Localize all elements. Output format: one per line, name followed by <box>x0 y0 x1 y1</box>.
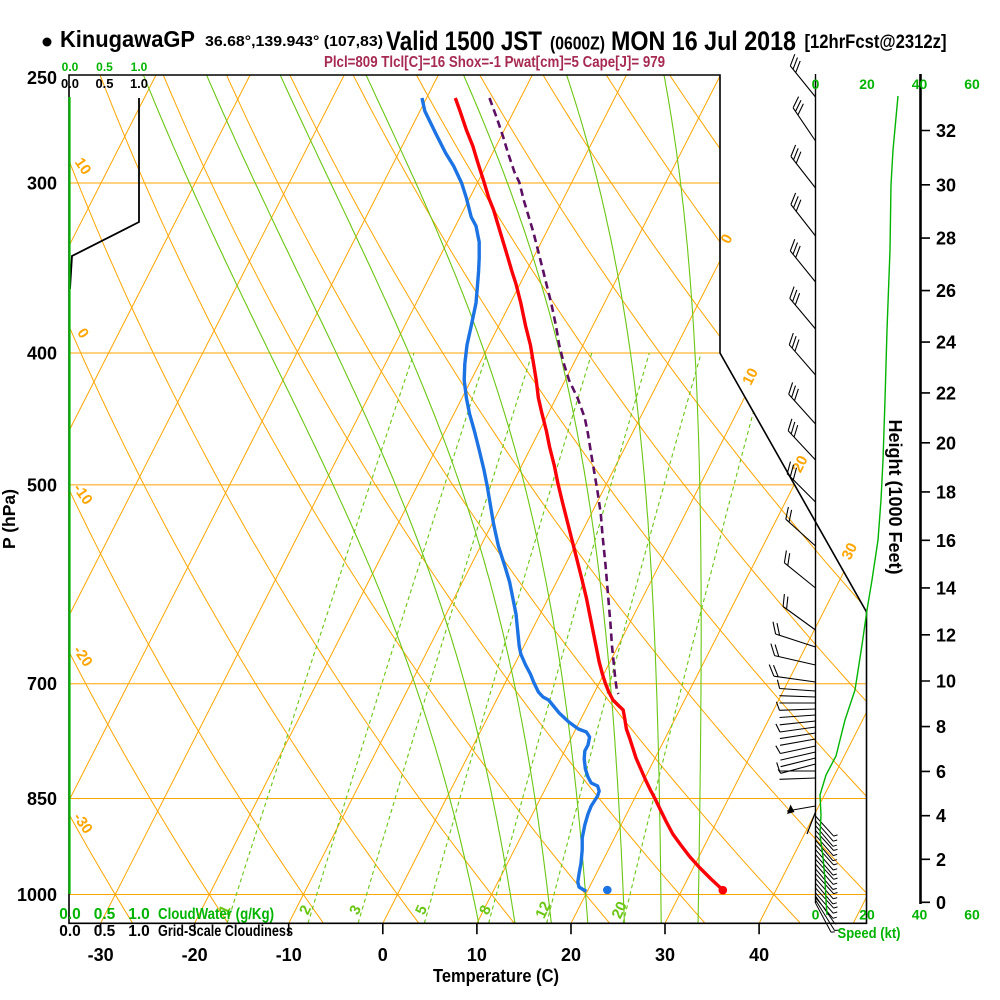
svg-text:Valid 1500 JST: Valid 1500 JST <box>386 26 542 56</box>
svg-text:(0600Z): (0600Z) <box>550 34 605 54</box>
svg-text:2: 2 <box>936 850 946 870</box>
svg-text:22: 22 <box>936 383 956 403</box>
svg-text:KinugawaGP: KinugawaGP <box>60 26 195 52</box>
svg-text:1000: 1000 <box>17 885 57 905</box>
svg-text:Grid-Scale Cloudiness: Grid-Scale Cloudiness <box>158 923 293 940</box>
svg-text:-30: -30 <box>88 945 114 965</box>
svg-text:1.0: 1.0 <box>130 76 148 91</box>
svg-text:0.0: 0.0 <box>59 906 81 923</box>
svg-text:18: 18 <box>936 482 956 502</box>
svg-text:40: 40 <box>749 945 769 965</box>
svg-text:6: 6 <box>936 762 946 782</box>
svg-text:0.0: 0.0 <box>61 76 79 91</box>
svg-text:0: 0 <box>936 893 946 913</box>
svg-text:32: 32 <box>936 121 956 141</box>
svg-text:20: 20 <box>608 899 630 921</box>
svg-text:30: 30 <box>655 945 675 965</box>
svg-text:CloudWater (g/Kg): CloudWater (g/Kg) <box>158 906 274 923</box>
svg-text:0.0: 0.0 <box>59 923 81 940</box>
svg-text:-10: -10 <box>276 945 302 965</box>
svg-text:0.0: 0.0 <box>62 60 79 74</box>
svg-text:14: 14 <box>936 578 956 598</box>
svg-text:Temperature (C): Temperature (C) <box>433 966 559 986</box>
svg-text:12: 12 <box>532 899 554 921</box>
svg-text:700: 700 <box>27 674 57 694</box>
svg-text:10: 10 <box>739 365 762 388</box>
svg-text:40: 40 <box>912 76 928 92</box>
svg-text:1.0: 1.0 <box>128 906 150 923</box>
svg-text:10: 10 <box>936 672 956 692</box>
svg-text:20: 20 <box>561 945 581 965</box>
svg-text:0.5: 0.5 <box>95 76 113 91</box>
svg-text:20: 20 <box>936 433 956 453</box>
svg-text:P (hPa): P (hPa) <box>0 489 19 549</box>
svg-text:400: 400 <box>27 344 57 364</box>
svg-text:-20: -20 <box>182 945 208 965</box>
svg-text:20: 20 <box>789 453 812 476</box>
svg-text:12: 12 <box>936 625 956 645</box>
svg-text:0: 0 <box>812 76 820 92</box>
svg-text:24: 24 <box>936 333 956 353</box>
svg-text:300: 300 <box>27 174 57 194</box>
svg-text:30: 30 <box>838 540 861 563</box>
svg-text:0: 0 <box>812 907 820 923</box>
svg-text:Height (1000 Feet): Height (1000 Feet) <box>885 420 905 575</box>
svg-text:1.0: 1.0 <box>128 923 150 940</box>
svg-text:[12hrFcst@2312z]: [12hrFcst@2312z] <box>805 32 947 53</box>
svg-text:60: 60 <box>964 76 980 92</box>
svg-text:26: 26 <box>936 281 956 301</box>
svg-text:60: 60 <box>964 907 980 923</box>
svg-text:850: 850 <box>27 789 57 809</box>
svg-text:Speed (kt): Speed (kt) <box>838 926 901 942</box>
svg-text:20: 20 <box>859 907 875 923</box>
svg-text:10: 10 <box>467 945 487 965</box>
svg-text:0.5: 0.5 <box>94 906 116 923</box>
svg-text:1.0: 1.0 <box>131 60 148 74</box>
svg-text:16: 16 <box>936 531 956 551</box>
svg-text:28: 28 <box>936 229 956 249</box>
svg-text:0.5: 0.5 <box>94 923 116 940</box>
svg-text:250: 250 <box>27 68 57 88</box>
svg-text:8: 8 <box>936 717 946 737</box>
svg-text:0: 0 <box>378 945 388 965</box>
svg-text:20: 20 <box>859 76 875 92</box>
svg-text:36.68°,139.943° (107,83): 36.68°,139.943° (107,83) <box>205 34 383 50</box>
svg-text:0.5: 0.5 <box>96 60 113 74</box>
svg-text:40: 40 <box>912 907 928 923</box>
svg-text:Plcl=809 Tlcl[C]=16 Shox=-1 Pw: Plcl=809 Tlcl[C]=16 Shox=-1 Pwat[cm]=5 C… <box>324 54 665 71</box>
svg-text:4: 4 <box>936 806 946 826</box>
svg-text:30: 30 <box>936 175 956 195</box>
svg-text:10: 10 <box>71 155 94 178</box>
svg-text:MON 16 Jul 2018: MON 16 Jul 2018 <box>611 26 796 56</box>
svg-text:500: 500 <box>27 475 57 495</box>
